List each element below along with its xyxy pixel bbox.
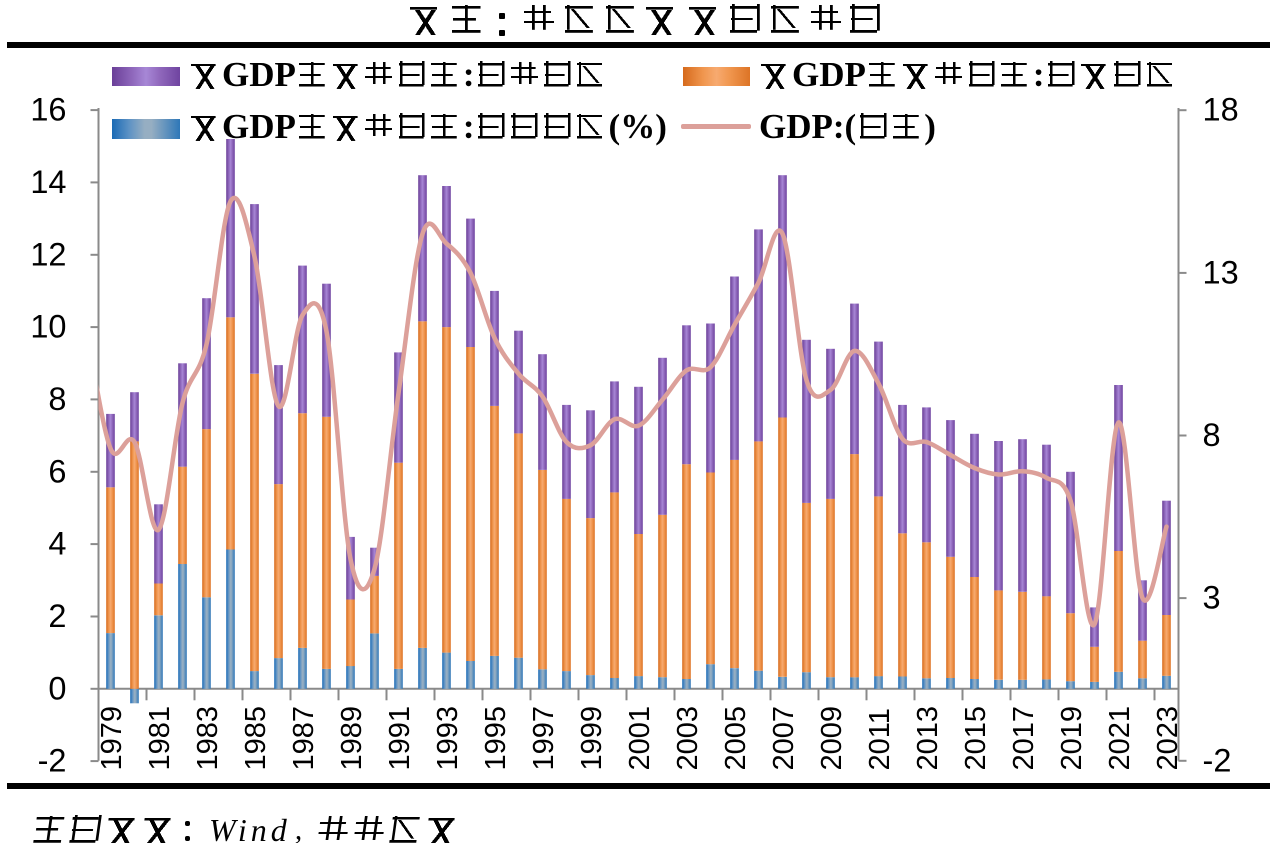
svg-text:2007: 2007	[768, 706, 800, 771]
svg-text:2011: 2011	[864, 708, 896, 770]
svg-text:-2: -2	[1203, 742, 1232, 778]
svg-text:1993: 1993	[432, 706, 464, 771]
svg-text:1995: 1995	[480, 706, 512, 771]
svg-text:2017: 2017	[1008, 706, 1040, 771]
svg-text:2001: 2001	[624, 706, 656, 771]
svg-text:2019: 2019	[1056, 706, 1088, 771]
svg-text:18: 18	[1203, 92, 1239, 128]
svg-text:2021: 2021	[1104, 706, 1136, 771]
svg-text:16: 16	[30, 92, 66, 128]
svg-text:2023: 2023	[1152, 706, 1184, 771]
svg-text:1989: 1989	[336, 706, 368, 771]
svg-text:13: 13	[1203, 254, 1239, 290]
svg-text:0: 0	[48, 670, 66, 706]
svg-text:2009: 2009	[816, 706, 848, 771]
svg-text:1979: 1979	[96, 706, 128, 771]
svg-text:2015: 2015	[960, 706, 992, 771]
svg-text:1983: 1983	[192, 706, 224, 771]
svg-text:10: 10	[30, 309, 66, 345]
svg-text:2013: 2013	[912, 706, 944, 771]
svg-text:1997: 1997	[528, 706, 560, 771]
svg-text:1987: 1987	[288, 706, 320, 771]
svg-text:8: 8	[48, 381, 66, 417]
svg-text:1985: 1985	[240, 706, 272, 771]
svg-text:6: 6	[48, 453, 66, 489]
svg-text:4: 4	[48, 526, 66, 562]
svg-text:2003: 2003	[672, 706, 704, 771]
svg-text:1981: 1981	[144, 706, 176, 771]
svg-text:1991: 1991	[384, 706, 416, 771]
svg-text:14: 14	[30, 164, 66, 200]
svg-text:8: 8	[1203, 417, 1221, 453]
svg-text:2: 2	[48, 598, 66, 634]
svg-text:2005: 2005	[720, 706, 752, 771]
svg-text:3: 3	[1203, 580, 1221, 616]
svg-text:-2: -2	[38, 743, 67, 779]
svg-text:1999: 1999	[576, 706, 608, 771]
svg-text:12: 12	[30, 236, 66, 272]
